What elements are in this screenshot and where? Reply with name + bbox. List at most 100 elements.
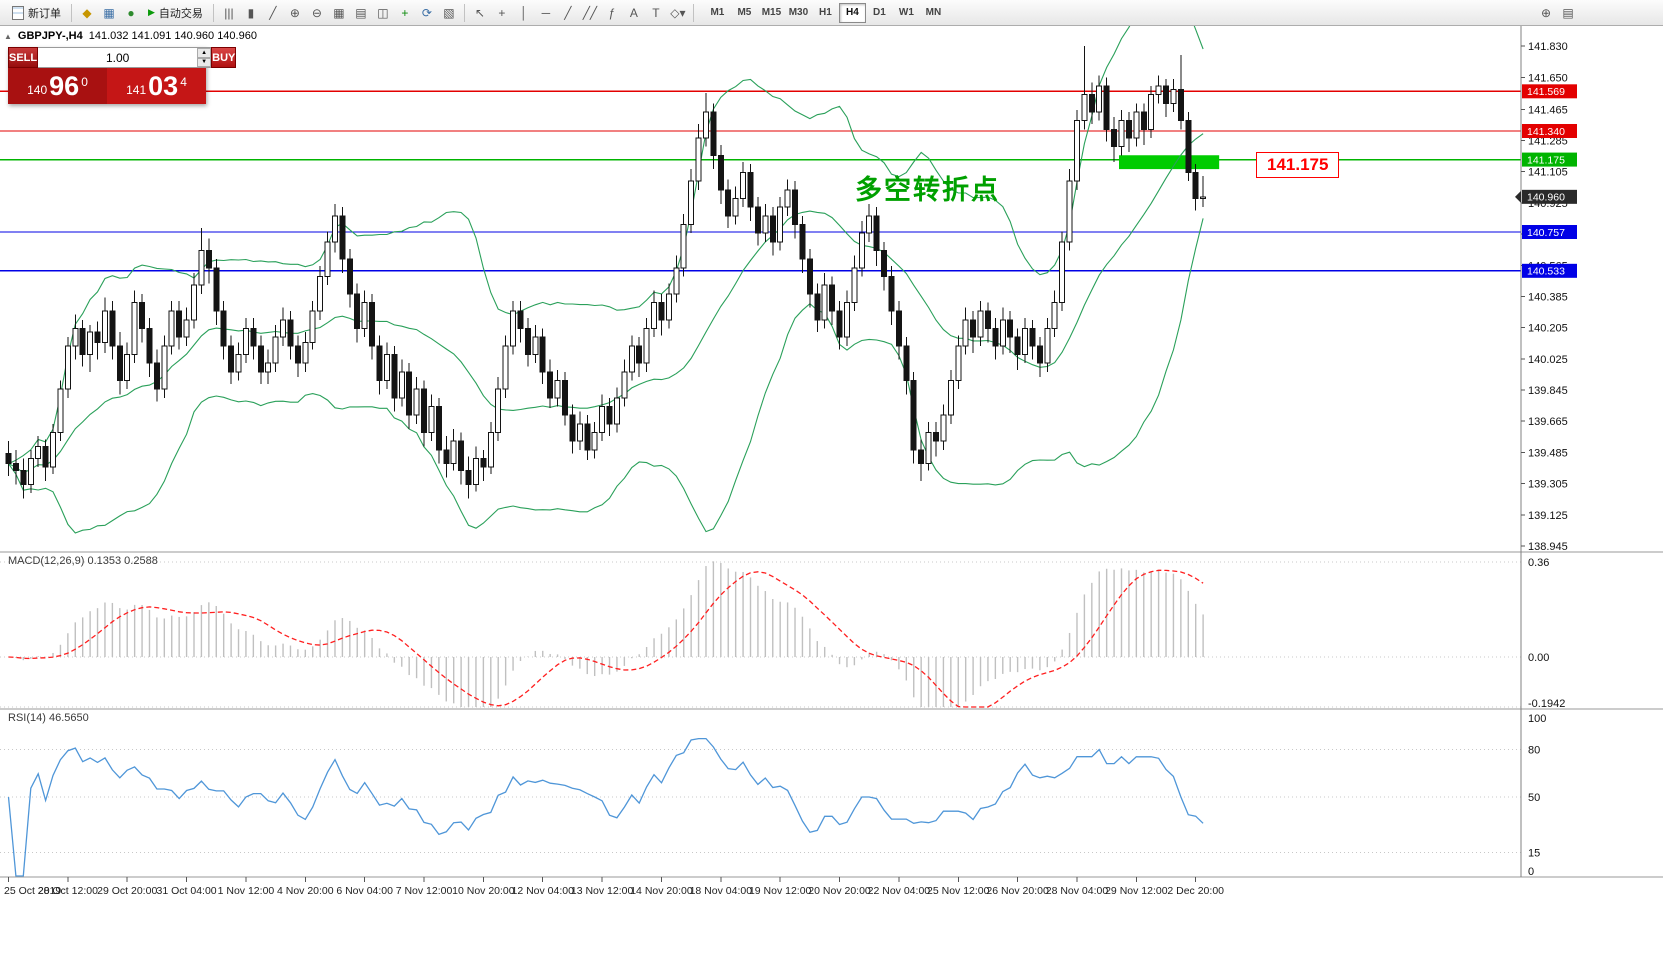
auto-trading-label: 自动交易 (158, 7, 203, 20)
timeframe-m30-button[interactable]: M30 (785, 3, 812, 23)
trade-panel-toggle[interactable]: ▲ (4, 31, 12, 41)
volume-input-box: ▲ ▼ (38, 47, 212, 68)
svg-text:140.205: 140.205 (1528, 323, 1568, 335)
tile-windows-icon[interactable]: ▦ (328, 3, 350, 23)
fibonacci-icon[interactable]: ƒ (601, 3, 623, 23)
svg-text:15: 15 (1528, 847, 1540, 859)
new-order-button[interactable]: 新订单 (6, 3, 67, 23)
cursor-icon[interactable]: ↖ (469, 3, 491, 23)
axis-layer: 141.830 141.650 141.465 141.285 141.105 140.9… (0, 26, 1663, 878)
svg-text:18 Nov 04:00: 18 Nov 04:00 (690, 885, 753, 897)
timeframe-m15-button[interactable]: M15 (758, 3, 785, 23)
text-icon[interactable]: A (623, 3, 645, 23)
timeframe-mn-button[interactable]: MN (920, 3, 947, 23)
svg-text:139.665: 139.665 (1528, 416, 1568, 428)
buy-price-display[interactable]: 141 03 4 (107, 68, 206, 104)
svg-text:139.305: 139.305 (1528, 479, 1568, 491)
svg-text:0: 0 (1528, 866, 1534, 878)
timeframe-h4-button[interactable]: H4 (838, 2, 866, 23)
svg-text:31 Oct 04:00: 31 Oct 04:00 (157, 885, 217, 897)
svg-text:141.650: 141.650 (1528, 72, 1568, 84)
timeframe-m5-button[interactable]: M5 (731, 3, 758, 23)
svg-text:7 Nov 12:00: 7 Nov 12:00 (396, 885, 453, 897)
zoom-out-icon[interactable]: ⊖ (306, 3, 328, 23)
svg-text:-0.1942: -0.1942 (1528, 698, 1565, 710)
axis-tags-layer: 141.569 141.340 141.175 140.757 140.533 140.9… (1515, 84, 1577, 278)
svg-text:141.105: 141.105 (1528, 167, 1568, 179)
svg-text:0.36: 0.36 (1528, 557, 1549, 569)
experts-icon[interactable]: ◆ (76, 3, 98, 23)
volume-up-button[interactable]: ▲ (197, 48, 212, 58)
toolbar-separator (692, 3, 694, 22)
buy-price-prefix: 141 (126, 83, 147, 97)
svg-text:138.945: 138.945 (1528, 541, 1568, 553)
shapes-icon[interactable]: ◇▾ (667, 3, 689, 23)
chart-window-icon[interactable]: ▦ (98, 3, 120, 23)
svg-text:0.00: 0.00 (1528, 652, 1549, 664)
svg-text:10 Nov 20:00: 10 Nov 20:00 (452, 885, 515, 897)
timeframe-d1-button[interactable]: D1 (866, 3, 893, 23)
svg-text:25 Nov 12:00: 25 Nov 12:00 (927, 885, 990, 897)
trendline-icon[interactable]: ╱ (557, 3, 579, 23)
rectangle-object-layer (1119, 155, 1220, 170)
rsi-label: RSI(14) 46.5650 (8, 712, 89, 724)
svg-text:28 Nov 04:00: 28 Nov 04:00 (1046, 885, 1109, 897)
bar-chart-icon[interactable]: ||| (218, 3, 240, 23)
svg-text:139.125: 139.125 (1528, 510, 1568, 522)
candles-layer (5, 46, 1207, 499)
price-callout[interactable]: 141.175 (1256, 152, 1340, 178)
svg-text:2 Dec 20:00: 2 Dec 20:00 (1167, 885, 1224, 897)
svg-text:141.830: 141.830 (1528, 41, 1568, 53)
arrange-windows-icon[interactable]: ◫ (372, 3, 394, 23)
svg-text:141.569: 141.569 (1527, 86, 1565, 98)
zoom-in-icon[interactable]: ⊕ (284, 3, 306, 23)
symbol-timeframe-label: GBPJPY-,H4 (17, 30, 83, 42)
svg-text:141.175: 141.175 (1527, 154, 1565, 166)
svg-text:13 Nov 12:00: 13 Nov 12:00 (571, 885, 634, 897)
svg-text:12 Nov 04:00: 12 Nov 04:00 (512, 885, 575, 897)
buy-price-big: 03 (148, 70, 179, 101)
zoom-in-alt-icon[interactable]: ⊕ (1535, 3, 1557, 23)
toolbar-separator (463, 3, 465, 22)
sell-button[interactable]: SELL (8, 47, 39, 68)
timeframe-group: M1 M5 M15 M30 H1 H4 D1 W1 MN (704, 2, 947, 23)
volume-spinner: ▲ ▼ (197, 48, 212, 67)
cascade-windows-icon[interactable]: ▤ (350, 3, 372, 23)
svg-text:25 Oct 2019: 25 Oct 2019 (4, 885, 61, 897)
channel-icon[interactable]: ╱╱ (579, 3, 601, 23)
candlestick-chart-icon[interactable]: ▮ (240, 3, 262, 23)
buy-price-pip: 4 (180, 74, 187, 89)
line-chart-icon[interactable]: ╱ (262, 3, 284, 23)
properties-icon[interactable]: ▤ (1557, 3, 1579, 23)
horizontal-line-icon[interactable]: ─ (535, 3, 557, 23)
chart-window: 141.830 141.650 141.465 141.285 141.105 140.9… (0, 26, 1663, 954)
chart-canvas[interactable]: 141.830 141.650 141.465 141.285 141.105 140.9… (0, 26, 1663, 954)
svg-text:50: 50 (1528, 792, 1540, 804)
new-order-label: 新订单 (28, 7, 61, 20)
ohlc-readout: 141.032 141.091 140.960 140.960 (88, 30, 257, 42)
templates-icon[interactable]: ▧ (438, 3, 460, 23)
svg-text:29 Nov 12:00: 29 Nov 12:00 (1105, 885, 1168, 897)
crosshair-icon[interactable]: + (491, 3, 513, 23)
timeframe-w1-button[interactable]: W1 (893, 3, 920, 23)
label-icon[interactable]: T (645, 3, 667, 23)
sell-price-display[interactable]: 140 96 0 (8, 68, 107, 104)
volume-input[interactable] (38, 48, 198, 67)
svg-text:1 Nov 12:00: 1 Nov 12:00 (218, 885, 275, 897)
svg-text:139.485: 139.485 (1528, 447, 1568, 459)
timeframe-m1-button[interactable]: M1 (704, 3, 731, 23)
indicators-icon[interactable]: + (394, 3, 416, 23)
timeframe-h1-button[interactable]: H1 (812, 3, 839, 23)
auto-trading-button[interactable]: ▶ 自动交易 (142, 3, 209, 23)
vertical-line-icon[interactable]: │ (513, 3, 535, 23)
svg-text:22 Nov 04:00: 22 Nov 04:00 (868, 885, 931, 897)
buy-button[interactable]: BUY (211, 47, 237, 68)
refresh-icon[interactable]: ● (120, 3, 142, 23)
chart-annotation-text[interactable]: 多空转折点 (855, 175, 1000, 205)
volume-down-button[interactable]: ▼ (197, 57, 212, 67)
svg-text:20 Nov 20:00: 20 Nov 20:00 (808, 885, 871, 897)
toolbar-separator (71, 3, 72, 22)
periods-icon[interactable]: ⟳ (416, 3, 438, 23)
svg-text:4 Nov 20:00: 4 Nov 20:00 (277, 885, 334, 897)
